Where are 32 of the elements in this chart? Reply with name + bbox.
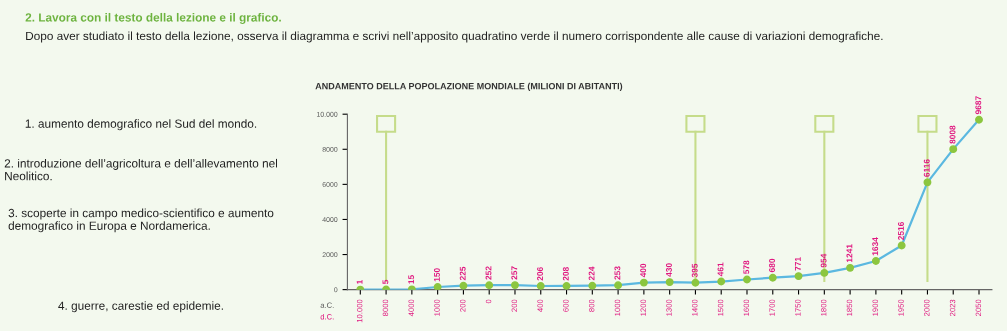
data-label: 578: [743, 260, 750, 274]
data-label: 461: [717, 262, 724, 277]
chart-title: ANDAMENTO DELLA POPOLAZIONE MONDIALE (MILIONI DI ABITANTI): [315, 82, 623, 92]
data-label: 9687: [975, 96, 982, 115]
data-label: 2516: [898, 221, 904, 240]
data-label: 771: [794, 257, 801, 271]
data-label: 206: [537, 267, 543, 281]
data-label: 680: [769, 258, 776, 273]
text: 4. guerre, carestie ed epidemie.: [58, 301, 223, 313]
data-label: 1634: [872, 237, 879, 256]
data-label: 224: [588, 266, 595, 281]
text: 1. aumento demografico nel Sud del mondo.: [25, 119, 257, 131]
data-label: 1: [356, 279, 363, 284]
data-label: 6116: [923, 159, 930, 177]
data-label: 252: [485, 266, 492, 280]
data-label: 253: [614, 266, 621, 280]
data-label: 430: [665, 263, 672, 277]
data-label: 257: [511, 266, 518, 280]
data-label: 954: [820, 253, 827, 268]
text: 3. scoperte in campo medico-scientifico e aumento demografico in Europa e Nordamerica.: [8, 208, 274, 233]
data-label: 400: [640, 263, 647, 278]
data-label: 208: [562, 267, 569, 281]
text: 2. introduzione dell’agricoltura e dell’allevamento nel Neolitico.: [4, 158, 278, 181]
data-label: 8008: [949, 125, 956, 144]
data-label: 225: [459, 266, 466, 281]
data-label: 5: [382, 279, 389, 285]
text: Dopo aver studiato il testo della lezione, osserva il diagramma e scrivi nell’apposito quadratino verde il numero corrispondente alle cause di variazioni demografiche.: [26, 31, 883, 43]
data-label: 395: [691, 263, 698, 278]
text: 2. Lavora con il testo della lezione e il grafico.: [25, 12, 281, 25]
data-label: 1241: [846, 244, 853, 263]
data-label: 15: [408, 275, 415, 284]
data-label: 150: [433, 268, 440, 282]
